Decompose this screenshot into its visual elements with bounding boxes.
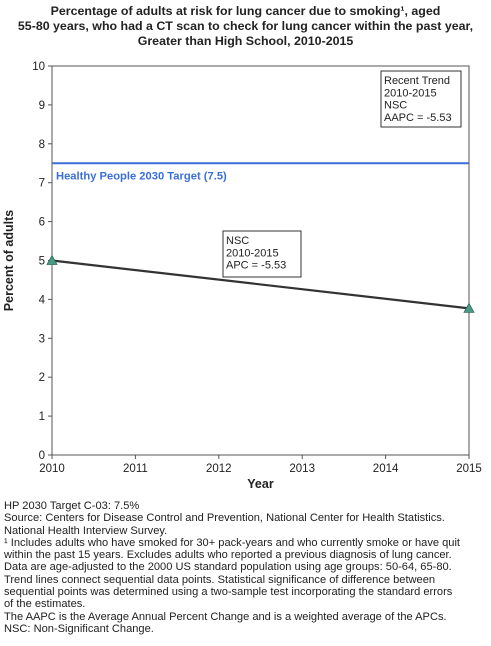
x-tick-label: 2010 <box>39 463 65 475</box>
annotation-box <box>222 230 302 278</box>
y-tick-label: 6 <box>39 217 45 229</box>
y-tick-label: 5 <box>39 256 45 268</box>
note-line: Source: Centers for Disease Control and … <box>4 512 445 525</box>
x-tick-label: 2013 <box>289 463 315 475</box>
annotation-text: Recent Trend <box>384 75 450 87</box>
note-line: of the estimates. <box>4 598 86 611</box>
annotation-text: NSC <box>384 100 407 112</box>
x-tick-label: 2012 <box>206 463 232 475</box>
y-tick-label: 8 <box>39 139 45 151</box>
y-tick-label: 7 <box>39 178 45 190</box>
note-line: ¹ Includes adults who have smoked for 30… <box>4 536 461 549</box>
annotation-text: APC = -5.53 <box>226 260 286 272</box>
y-tick-label: 3 <box>39 333 45 345</box>
x-axis-label: Year <box>247 477 274 491</box>
chart-title-line: Percentage of adults at risk for lung ca… <box>50 4 441 18</box>
note-line: HP 2030 Target C-03: 7.5% <box>4 500 140 512</box>
x-tick-label: 2015 <box>456 463 482 475</box>
annotation-box <box>380 70 462 128</box>
data-point-marker <box>46 254 58 265</box>
note-line: Data are age-adjusted to the 2000 US sta… <box>4 561 452 574</box>
annotation-text: 2010-2015 <box>384 87 437 99</box>
chart-title-line: Greater than High School, 2010-2015 <box>137 34 354 48</box>
annotation-text: AAPC = -5.53 <box>384 112 452 124</box>
y-axis-label: Percent of adults <box>2 210 16 311</box>
chart-title-line: 55-80 years, who had a CT scan to check … <box>17 19 474 33</box>
y-tick-label: 9 <box>39 100 45 112</box>
y-tick-label: 10 <box>32 61 45 73</box>
note-line: within the past 15 years. Excludes adult… <box>4 549 452 562</box>
note-line: NSC: Non-Significant Change. <box>4 622 154 635</box>
chart-notes: HP 2030 Target C-03: 7.5% Source: Center… <box>4 500 488 635</box>
note-line: sequential points was determined using a… <box>4 586 453 599</box>
note-line: National Health Interview Survey. <box>4 524 168 537</box>
x-tick-label: 2014 <box>373 463 399 475</box>
target-label: Healthy People 2030 Target (7.5) <box>56 170 227 182</box>
data-point-marker <box>463 302 475 313</box>
y-tick-label: 4 <box>39 294 46 306</box>
note-line: Trend lines connect sequential data poin… <box>4 573 436 586</box>
annotation-text: NSC <box>226 235 249 247</box>
y-tick-label: 1 <box>39 411 45 423</box>
line-chart: 0 1 2 3 4 5 6 7 8 9 10 2010 2011 2012 2013 2014 2015 Year… <box>2 61 482 491</box>
y-tick-label: 0 <box>39 450 45 462</box>
note-line: The AAPC is the Average Annual Percent C… <box>4 610 447 623</box>
annotation-text: 2010-2015 <box>226 247 279 259</box>
trend-line <box>51 259 470 310</box>
x-tick-label: 2011 <box>123 463 148 475</box>
chart-title: Percentage of adults at risk for lung ca… <box>0 4 491 49</box>
y-tick-label: 2 <box>39 372 45 384</box>
